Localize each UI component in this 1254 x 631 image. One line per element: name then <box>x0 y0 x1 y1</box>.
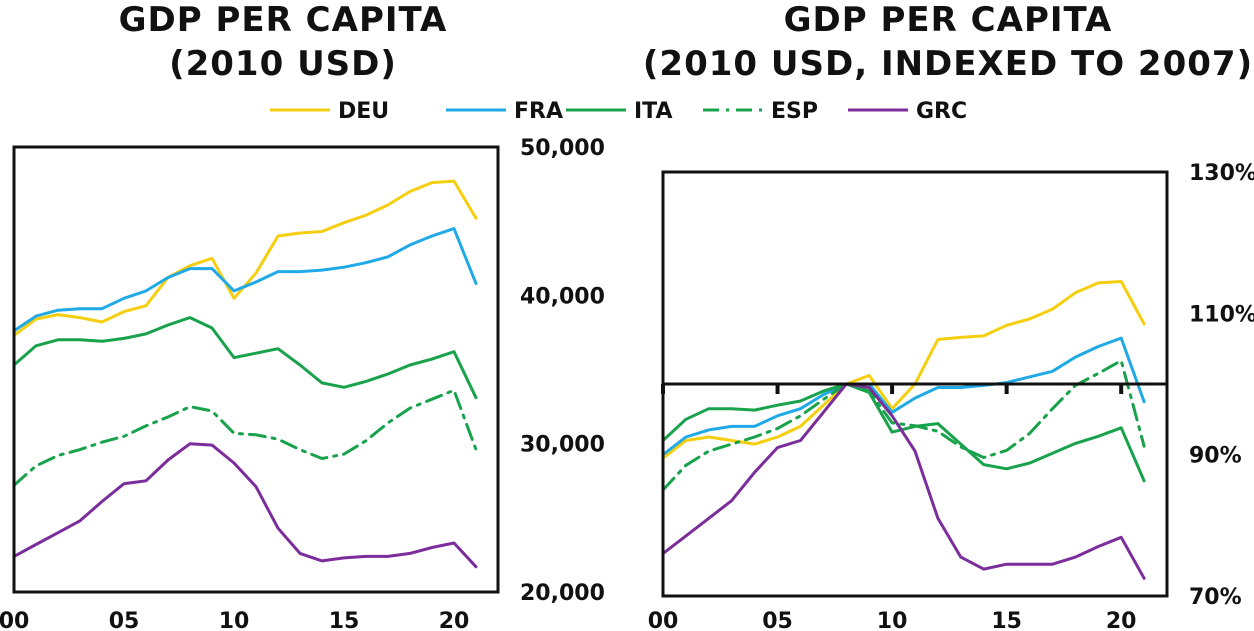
legend-label-grc: GRC <box>916 99 967 124</box>
left-y-tick-label: 40,000 <box>520 284 605 309</box>
left-x-tick-label: 20 <box>439 609 470 631</box>
legend-label-esp: ESP <box>771 99 818 124</box>
left-x-tick-label: 10 <box>219 609 250 631</box>
left-series-line-grc <box>12 442 478 569</box>
legend-label-ita: ITA <box>634 99 673 124</box>
legend-item-esp: ESP <box>703 99 818 124</box>
left-series-line-deu <box>12 179 478 337</box>
left-series-group <box>12 179 478 569</box>
right-x-tick-label: 05 <box>762 609 793 631</box>
right-plot-frame <box>661 170 1169 598</box>
right-x-tick-label: 20 <box>1106 609 1137 631</box>
right-x-tick-label: 10 <box>877 609 908 631</box>
right-y-tick-label: 90% <box>1189 444 1242 469</box>
right-x-tick-label: 00 <box>648 609 679 631</box>
left-y-tick-label: 20,000 <box>520 581 605 606</box>
right-y-tick-label: 130% <box>1189 161 1254 186</box>
left-chart-title-line1: GDP PER CAPITA <box>119 0 448 40</box>
left-y-tick-label: 50,000 <box>520 136 605 161</box>
left-chart: 20,000 30,000 40,000 50,000 00 05 10 15 20 <box>0 136 605 631</box>
left-x-tick-label: 05 <box>109 609 140 631</box>
right-series-line-ita <box>661 382 1146 483</box>
left-chart-title-line2: (2010 USD) <box>169 44 397 84</box>
right-chart: 70% 90% 110% 130% 00 05 10 15 20 <box>648 161 1254 631</box>
left-series-line-ita <box>12 316 478 400</box>
right-chart-title-line1: GDP PER CAPITA <box>784 0 1113 40</box>
right-x-tick-label: 15 <box>991 609 1022 631</box>
left-y-tick-label: 30,000 <box>520 433 605 458</box>
left-x-tick-label: 15 <box>329 609 360 631</box>
right-series-line-deu <box>661 280 1146 460</box>
legend-label-fra: FRA <box>514 99 563 124</box>
right-y-tick-label: 70% <box>1189 585 1242 610</box>
right-y-tick-label: 110% <box>1189 302 1254 327</box>
right-chart-title-line2: (2010 USD, INDEXED TO 2007) <box>643 44 1253 84</box>
legend-item-grc: GRC <box>848 99 967 124</box>
right-series-line-fra <box>661 336 1146 457</box>
legend-label-deu: DEU <box>338 99 389 124</box>
legend-item-ita: ITA <box>566 99 673 124</box>
legend-item-deu: DEU <box>270 99 389 124</box>
legend: DEU FRA ITA ESP GRC <box>270 99 967 124</box>
left-plot-frame <box>12 145 500 594</box>
legend-item-fra: FRA <box>446 99 563 124</box>
left-series-line-esp <box>12 388 478 487</box>
right-series-line-esp <box>661 359 1146 492</box>
right-series-line-grc <box>661 382 1146 580</box>
left-series-line-fra <box>12 227 478 333</box>
left-x-tick-label: 00 <box>0 609 29 631</box>
right-series-group <box>661 280 1146 580</box>
